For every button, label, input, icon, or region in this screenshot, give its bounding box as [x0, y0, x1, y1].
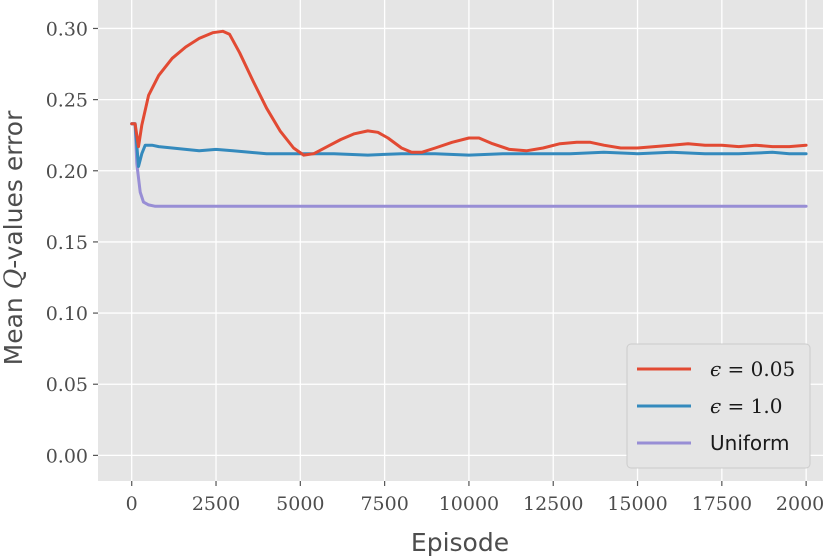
- x-tick-label: 15000: [607, 493, 667, 515]
- y-axis-label-suffix: -values error: [0, 110, 28, 269]
- y-tick-label: 0.05: [46, 374, 88, 396]
- x-tick-label: 0: [126, 493, 138, 515]
- legend: ϵ = 0.05 ϵ = 1.0 Uniform: [626, 343, 811, 469]
- series-line-1: [130, 122, 808, 168]
- y-axis-label-var: Q: [0, 269, 28, 290]
- x-tick-label: 2500: [192, 493, 240, 515]
- x-tick-label: 17500: [692, 493, 752, 515]
- y-axis-label-prefix: Mean: [0, 289, 28, 365]
- y-tick-label: 0.30: [46, 18, 88, 40]
- y-tick-label: 0.15: [46, 232, 88, 254]
- legend-label-eps-1: ϵ = 1.0: [710, 394, 782, 418]
- x-tick-label: 7500: [360, 493, 408, 515]
- y-axis-label: Mean Q-values error: [0, 110, 28, 365]
- series-group: [130, 29, 808, 208]
- y-tick-label: 0.10: [46, 303, 88, 325]
- y-axis-ticks: 0.00 0.05 0.10 0.15 0.20 0.25 0.30: [46, 18, 98, 467]
- y-tick-label: 0.00: [46, 445, 88, 467]
- x-tick-label: 5000: [276, 493, 324, 515]
- legend-label-uniform: Uniform: [710, 431, 790, 455]
- y-tick-label: 0.25: [46, 90, 88, 112]
- legend-label-eps-005: ϵ = 0.05: [710, 357, 795, 381]
- legend-box: [626, 343, 811, 469]
- y-tick-label: 0.20: [46, 161, 88, 183]
- x-tick-label: 10000: [439, 493, 499, 515]
- x-axis-label: Episode: [411, 528, 509, 556]
- x-tick-label: 12500: [523, 493, 583, 515]
- series-line-0: [130, 29, 808, 157]
